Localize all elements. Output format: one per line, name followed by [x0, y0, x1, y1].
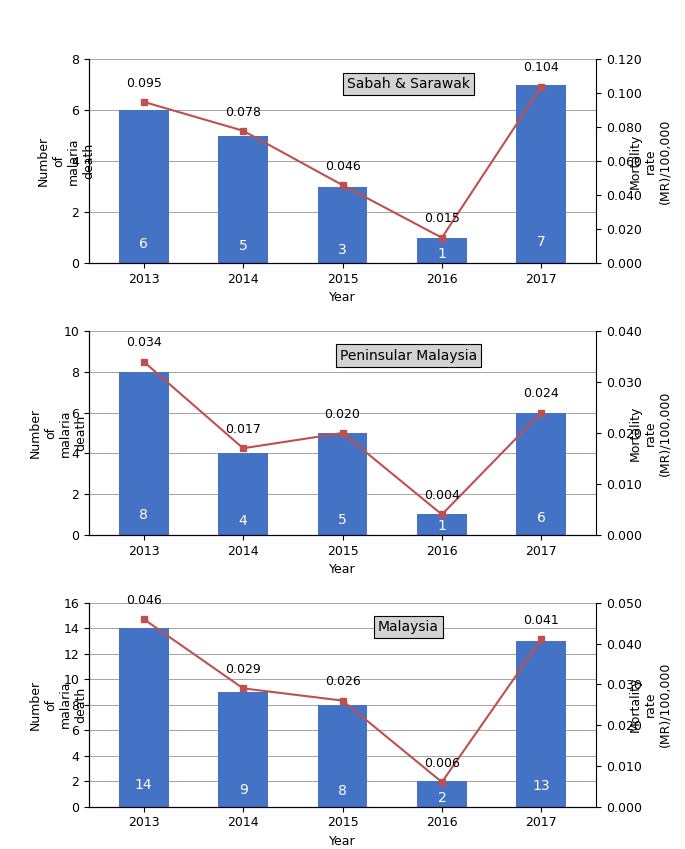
Text: 0.006: 0.006 — [424, 756, 460, 770]
Text: 5: 5 — [239, 239, 247, 253]
Bar — [219, 453, 268, 535]
Bar — [318, 433, 367, 535]
Text: 0.078: 0.078 — [225, 105, 261, 119]
Y-axis label: Number
of
malaria
death: Number of malaria death — [29, 679, 87, 730]
Bar — [417, 514, 466, 535]
Text: Sabah & Sarawak: Sabah & Sarawak — [347, 77, 470, 91]
Bar — [219, 136, 268, 263]
X-axis label: Year: Year — [329, 835, 356, 848]
X-axis label: Year: Year — [329, 291, 356, 305]
Bar — [119, 372, 169, 535]
Text: 6: 6 — [537, 511, 546, 525]
X-axis label: Year: Year — [329, 563, 356, 576]
Bar — [119, 628, 169, 807]
Text: 0.024: 0.024 — [523, 387, 559, 401]
Bar — [119, 110, 169, 263]
Text: 0.095: 0.095 — [126, 76, 162, 90]
Bar — [219, 692, 268, 807]
Text: 2: 2 — [438, 790, 446, 805]
Bar — [516, 413, 566, 535]
Legend: no of death, MR/100,000: no of death, MR/100,000 — [226, 327, 459, 350]
Text: 0.104: 0.104 — [523, 61, 559, 75]
Y-axis label: Mortality
rate
(MR)/100,000: Mortality rate (MR)/100,000 — [629, 662, 671, 747]
Bar — [417, 238, 466, 263]
Legend: no of death, MR/100,000: no of death, MR/100,000 — [226, 599, 459, 621]
Text: 7: 7 — [537, 235, 546, 249]
Text: 6: 6 — [139, 237, 148, 251]
Bar — [516, 641, 566, 807]
Bar — [516, 85, 566, 263]
Bar — [417, 781, 466, 807]
Text: 13: 13 — [532, 779, 550, 793]
Text: 1: 1 — [438, 520, 447, 533]
Text: Peninsular Malaysia: Peninsular Malaysia — [340, 349, 477, 363]
Y-axis label: Number
of
malaria
death: Number of malaria death — [37, 136, 95, 187]
Bar — [318, 187, 367, 263]
Text: 0.017: 0.017 — [225, 423, 261, 436]
Text: 0.041: 0.041 — [523, 614, 559, 627]
Text: 0.029: 0.029 — [225, 663, 261, 676]
Text: Malaysia: Malaysia — [378, 621, 439, 634]
Y-axis label: Mortality
rate
(MR)/100,000: Mortality rate (MR)/100,000 — [629, 119, 671, 204]
Text: 8: 8 — [139, 508, 148, 522]
Text: 0.046: 0.046 — [126, 593, 162, 607]
Text: 3: 3 — [338, 243, 347, 257]
Text: 5: 5 — [338, 513, 347, 526]
Y-axis label: Number
of
malaria
death: Number of malaria death — [29, 408, 87, 458]
Text: 0.004: 0.004 — [424, 489, 460, 503]
Text: 9: 9 — [238, 784, 247, 797]
Text: 14: 14 — [135, 779, 153, 792]
Text: 0.015: 0.015 — [424, 212, 460, 226]
Text: 4: 4 — [239, 514, 247, 528]
Text: 0.034: 0.034 — [126, 336, 162, 350]
Text: 0.046: 0.046 — [325, 160, 360, 173]
Y-axis label: Mortality
rate
(MR)/100,000: Mortality rate (MR)/100,000 — [629, 391, 671, 475]
Text: 0.020: 0.020 — [325, 408, 360, 421]
Text: 1: 1 — [438, 247, 447, 261]
Bar — [318, 705, 367, 807]
Text: 8: 8 — [338, 784, 347, 798]
Text: 0.026: 0.026 — [325, 675, 360, 689]
